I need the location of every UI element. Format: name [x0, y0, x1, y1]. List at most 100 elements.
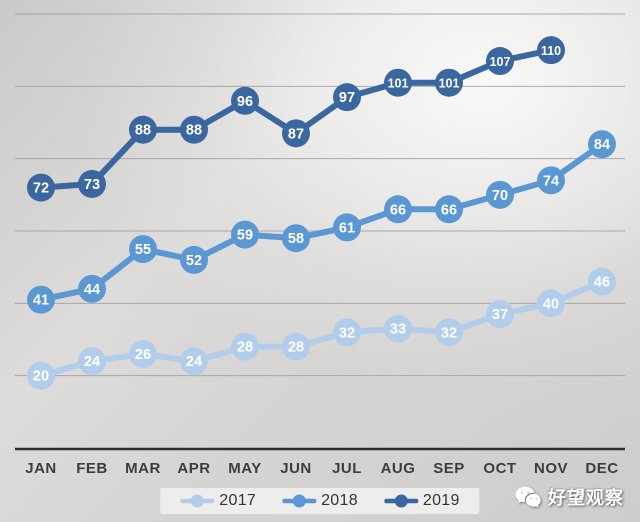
legend-item-2018: 2018: [282, 492, 358, 510]
series-line-2019: [38, 47, 554, 191]
x-axis-tick-label: JUN: [280, 460, 312, 477]
data-point-label: 41: [33, 293, 49, 309]
data-point-label: 88: [135, 123, 151, 139]
data-point-label: 101: [388, 77, 409, 91]
data-point-2017-JAN: [27, 361, 55, 390]
data-point-2019-OCT: [486, 47, 514, 76]
data-point-label: 72: [33, 181, 49, 197]
legend-marker-2018: [282, 494, 317, 508]
data-point-2017-DEC: [588, 267, 616, 296]
data-point-label: 66: [441, 202, 457, 218]
data-point-label: 32: [339, 325, 355, 341]
data-point-2017-SEP: [435, 318, 463, 347]
data-point-label: 59: [237, 228, 253, 244]
data-point-label: 40: [543, 296, 559, 312]
data-point-2019-SEP: [435, 68, 463, 97]
data-point-2019-JUL: [333, 83, 361, 112]
data-point-2017-MAR: [129, 339, 157, 368]
data-point-2018-JUL: [333, 213, 361, 242]
watermark-text: 好望观察: [548, 488, 624, 508]
data-point-label: 32: [441, 325, 457, 341]
data-point-label: 52: [186, 253, 202, 269]
data-point-2019-FEB: [78, 169, 106, 198]
x-axis-tick-label: DEC: [585, 460, 618, 477]
data-point-label: 20: [33, 369, 49, 385]
data-point-2018-DEC: [588, 130, 616, 159]
legend-marker-2017: [180, 494, 215, 508]
legend-label-2018: 2018: [321, 492, 358, 509]
x-axis-tick-label: MAR: [125, 460, 161, 477]
legend-label-2017: 2017: [219, 492, 257, 509]
x-axis-tick-label: OCT: [483, 460, 516, 477]
data-point-label: 73: [84, 177, 100, 193]
x-axis-tick-label: JUL: [332, 460, 362, 477]
chart-legend: 2017 2018 2019: [160, 488, 480, 514]
data-point-label: 33: [390, 322, 406, 338]
data-point-2019-APR: [180, 115, 208, 144]
data-point-2018-APR: [180, 245, 208, 274]
data-point-label: 88: [186, 123, 202, 139]
data-point-2018-NOV: [537, 166, 565, 195]
data-point-label: 37: [492, 307, 508, 323]
data-point-label: 74: [543, 173, 559, 189]
data-point-2018-MAR: [129, 235, 157, 264]
data-point-label: 70: [492, 188, 508, 204]
data-point-label: 84: [594, 137, 610, 153]
data-point-2018-JAN: [27, 285, 55, 314]
data-point-2019-AUG: [384, 68, 412, 97]
data-point-label: 46: [594, 275, 610, 291]
x-axis-tick-label: FEB: [76, 460, 108, 477]
data-point-2018-OCT: [486, 180, 514, 209]
x-axis-tick-label: NOV: [534, 460, 568, 477]
data-point-label: 87: [288, 126, 304, 142]
data-point-2019-JAN: [27, 173, 55, 202]
data-point-label: 61: [339, 220, 355, 236]
data-point-2017-FEB: [78, 347, 106, 376]
data-point-2018-JUN: [282, 224, 310, 253]
x-axis-tick-label: JAN: [25, 460, 57, 477]
data-point-2019-NOV: [537, 36, 565, 65]
x-axis-tick-label: AUG: [381, 460, 416, 477]
data-point-label: 24: [186, 354, 202, 370]
legend-marker-2019: [383, 494, 418, 508]
x-axis-tick-label: APR: [177, 460, 210, 477]
data-point-label: 107: [490, 55, 511, 69]
data-point-label: 28: [237, 340, 253, 356]
data-point-label: 26: [135, 347, 151, 363]
data-point-2019-MAR: [129, 115, 157, 144]
data-point-2018-MAY: [231, 220, 259, 249]
legend-item-2019: 2019: [383, 492, 460, 510]
data-point-label: 24: [84, 354, 100, 370]
data-point-2017-APR: [180, 347, 208, 376]
data-point-2017-MAY: [231, 332, 259, 361]
data-point-2017-OCT: [486, 300, 514, 329]
x-axis-tick-label: MAY: [228, 460, 261, 477]
data-point-2017-AUG: [384, 314, 412, 343]
wechat-icon: [515, 486, 541, 508]
series-line-2018: [38, 141, 605, 303]
watermark: 好望观察: [515, 484, 624, 510]
data-point-label: 101: [439, 77, 460, 91]
data-point-label: 66: [390, 202, 406, 218]
data-point-label: 58: [288, 231, 304, 247]
data-point-2017-JUL: [333, 318, 361, 347]
series-line-2017: [38, 278, 605, 379]
data-point-2017-NOV: [537, 289, 565, 318]
legend-label-2019: 2019: [422, 492, 460, 509]
x-axis-tick-label: SEP: [433, 460, 465, 477]
data-point-2018-AUG: [384, 195, 412, 224]
data-point-label: 44: [84, 282, 100, 298]
data-point-label: 110: [541, 44, 561, 58]
data-point-label: 97: [339, 90, 355, 106]
data-point-label: 96: [237, 94, 253, 110]
legend-item-2017: 2017: [180, 492, 256, 510]
data-point-2018-FEB: [78, 274, 106, 303]
data-point-2019-JUN: [282, 119, 310, 148]
data-point-label: 28: [288, 340, 304, 356]
data-point-2018-SEP: [435, 195, 463, 224]
data-point-2019-MAY: [231, 86, 259, 115]
data-point-2017-JUN: [282, 332, 310, 361]
data-point-label: 55: [135, 242, 151, 258]
